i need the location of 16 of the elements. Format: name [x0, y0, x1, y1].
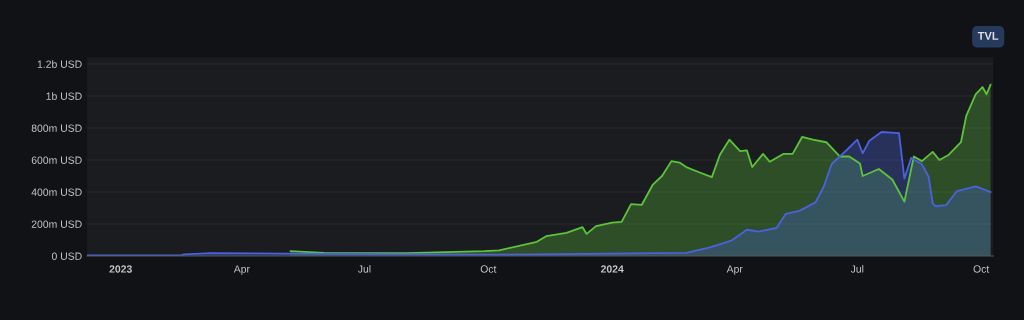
x-tick-label: Apr	[233, 265, 250, 275]
x-tick-label: Jul	[357, 265, 371, 273]
y-tick-label: 1b USD	[46, 92, 82, 100]
x-tick-label: Jul	[850, 265, 864, 273]
x-tick-label: Oct	[480, 265, 497, 273]
y-tick-label: 600m USD	[31, 156, 82, 164]
x-tick-label: 2024	[600, 265, 624, 273]
x-tick-label: Oct	[973, 265, 990, 273]
y-tick-label: 200m USD	[31, 220, 82, 228]
y-tick-label: 0 USD	[51, 252, 82, 260]
y-tick-label: 1.2b USD	[37, 60, 82, 68]
text: TVL	[977, 32, 999, 40]
x-tick-label: 2023	[109, 265, 132, 273]
y-tick-label: 800m USD	[31, 124, 82, 132]
x-tick-label: Apr	[726, 265, 743, 275]
y-tick-label: 400m USD	[31, 188, 82, 196]
